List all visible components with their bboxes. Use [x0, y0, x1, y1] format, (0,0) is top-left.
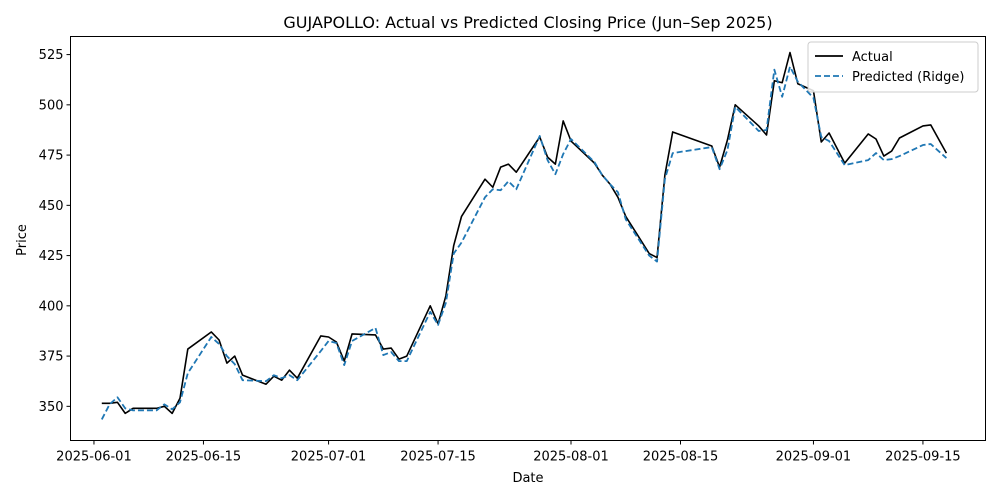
plot-area [100, 51, 948, 420]
y-tick-label: 450 [39, 199, 64, 214]
legend-label: Actual [852, 50, 893, 65]
x-axis-label: Date [512, 471, 543, 486]
x-tick-label: 2025-09-15 [885, 450, 961, 465]
x-tick-label: 2025-07-15 [400, 450, 476, 465]
legend: Actual Predicted (Ridge) [807, 41, 979, 93]
y-tick-label: 525 [39, 48, 64, 63]
plot-frame [70, 36, 986, 441]
x-tick-label: 2025-08-01 [533, 450, 609, 465]
y-axis-label: Price [15, 224, 30, 256]
series-line-actual [101, 51, 948, 415]
legend-label: Predicted (Ridge) [852, 70, 964, 85]
y-tick-label: 375 [39, 350, 64, 365]
legend-box [807, 41, 979, 93]
x-tick-label: 2025-06-01 [56, 450, 132, 465]
y-axis: 350 375 400 425 450 475 500 525 [39, 48, 71, 415]
chart-title: GUJAPOLLO: Actual vs Predicted Closing P… [283, 13, 772, 32]
y-tick-label: 350 [39, 400, 64, 415]
series-line-predicted [100, 65, 948, 420]
x-tick-label: 2025-08-15 [643, 450, 719, 465]
x-tick-label: 2025-07-01 [291, 450, 367, 465]
x-axis: 2025-06-01 2025-06-15 2025-07-01 2025-07-15… [56, 440, 961, 465]
y-tick-label: 400 [39, 299, 64, 314]
x-tick-label: 2025-09-01 [776, 450, 852, 465]
x-tick-label: 2025-06-15 [166, 450, 242, 465]
y-tick-label: 425 [39, 249, 64, 264]
y-tick-label: 500 [39, 98, 64, 113]
y-tick-label: 475 [39, 149, 64, 164]
